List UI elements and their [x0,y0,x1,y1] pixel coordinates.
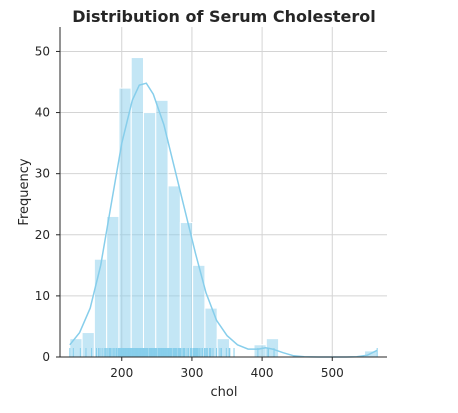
histogram-bar [253,344,267,358]
x-axis-label: chol [211,385,238,400]
histogram-bar [106,215,120,358]
x-tick-label: 400 [251,366,274,380]
histogram-bars [69,57,378,358]
y-tick-label: 10 [35,289,50,303]
histogram-bar [167,185,181,358]
y-tick-label: 20 [35,228,50,242]
histogram-bar [155,99,169,358]
rug-marks [69,348,378,357]
y-tick-label: 40 [35,106,50,120]
histogram-bar [143,112,157,358]
x-tick-label: 300 [180,366,203,380]
y-tick-label: 50 [35,44,50,58]
histogram-bar [81,332,95,358]
histogram-bar [216,338,230,358]
y-tick-label: 0 [42,350,50,364]
histogram-bar [93,258,108,358]
x-tick-label: 200 [110,366,133,380]
chart-title: Distribution of Serum Cholesterol [72,7,376,26]
histogram-bar [130,57,145,358]
y-axis-label: Frequency [17,158,32,225]
histogram-bar [179,222,194,358]
x-tick-label: 500 [321,366,344,380]
y-tick-label: 30 [35,167,50,181]
tick-labels: 200 300 400 500 0 10 20 30 40 50 [35,44,344,380]
